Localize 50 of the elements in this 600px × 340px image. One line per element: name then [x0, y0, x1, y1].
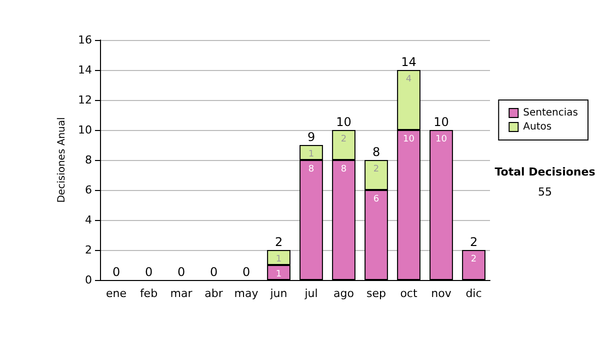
- data-label: 1: [276, 270, 282, 280]
- y-tick-label: 16: [78, 34, 92, 46]
- x-tick-label: sep: [366, 287, 386, 300]
- text: 55: [538, 186, 552, 198]
- total-label: 14: [401, 55, 416, 69]
- y-tick-label: 2: [85, 244, 92, 256]
- text: Total Decisiones: [494, 166, 596, 178]
- y-tick-label: 0: [85, 274, 92, 286]
- x-tick-label: mar: [170, 287, 193, 300]
- data-label: 4: [406, 74, 412, 84]
- total-label: 0: [242, 265, 250, 279]
- y-tick-label: 4: [85, 214, 92, 226]
- data-label: 1: [308, 150, 314, 160]
- x-tick-label: feb: [140, 287, 158, 300]
- legend-label: Autos: [523, 122, 552, 132]
- y-tick-label: 14: [78, 64, 92, 76]
- total-label: 0: [144, 265, 153, 279]
- data-label: 6: [373, 194, 380, 204]
- x-tick-label: may: [234, 287, 259, 300]
- data-label: 2: [373, 164, 380, 174]
- x-tick-label: jun: [269, 287, 288, 300]
- x-tick-label: ago: [334, 287, 354, 300]
- x-tick-label: dic: [466, 287, 482, 300]
- total-label: 0: [177, 265, 186, 279]
- x-tick-label: ene: [106, 287, 127, 300]
- x-tick-label: jul: [304, 287, 318, 300]
- total-label: 10: [434, 115, 449, 129]
- data-label: 10: [436, 134, 448, 144]
- data-label: 2: [340, 134, 347, 144]
- y-axis-title: Decisiones Anual: [56, 117, 68, 203]
- data-label: 1: [276, 254, 282, 264]
- x-tick-label: nov: [431, 287, 452, 300]
- x-tick-label: oct: [400, 287, 418, 300]
- data-label: 8: [308, 164, 314, 174]
- y-tick-label: 12: [78, 94, 92, 106]
- data-label: 2: [470, 254, 477, 264]
- total-label: 10: [336, 115, 352, 129]
- total-label: 2: [274, 235, 283, 249]
- x-tick-label: abr: [204, 287, 224, 300]
- y-tick-label: 6: [85, 184, 92, 196]
- total-label: 2: [470, 235, 478, 249]
- y-tick-label: 10: [78, 124, 92, 136]
- total-label: 9: [307, 130, 316, 144]
- y-tick-label: 8: [85, 154, 92, 166]
- data-label: 8: [340, 164, 347, 174]
- total-label: 8: [372, 145, 380, 159]
- total-label: 0: [210, 265, 218, 279]
- total-label: 0: [112, 265, 120, 279]
- data-label: 10: [403, 134, 415, 144]
- legend-label: Sentencias: [523, 108, 578, 118]
